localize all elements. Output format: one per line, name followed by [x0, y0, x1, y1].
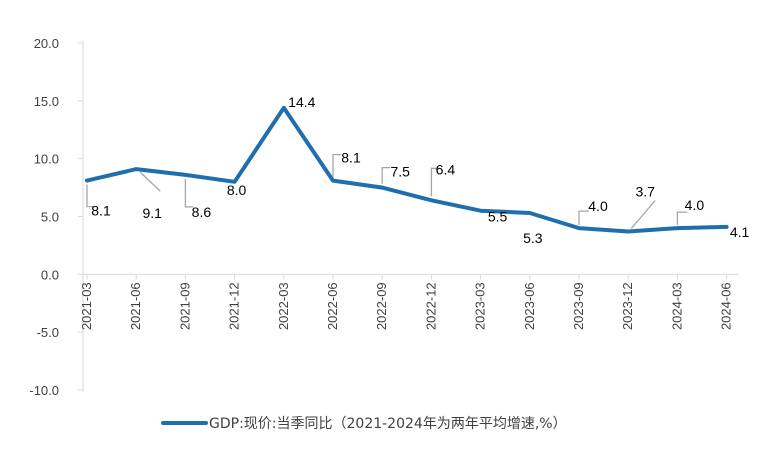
data-label-leader	[381, 166, 391, 184]
y-tick-label: 15.0	[34, 94, 59, 109]
data-label-leader	[578, 210, 589, 226]
y-tick-label: 10.0	[34, 152, 59, 167]
x-tick-label: 2022-12	[423, 282, 438, 330]
x-tick-label: 2021-06	[128, 282, 143, 330]
x-tick-label: 2023-06	[522, 282, 537, 330]
y-tick-label: 20.0	[34, 36, 59, 51]
series-layer	[85, 105, 729, 234]
y-tick-label: 0.0	[41, 267, 59, 282]
axes	[82, 41, 739, 392]
x-tick-label: 2021-03	[79, 282, 94, 330]
x-tick-label: 2023-12	[620, 282, 635, 330]
data-label-leader	[430, 167, 440, 197]
data-label-leader	[139, 171, 161, 192]
y-tick-label: -10.0	[29, 383, 59, 398]
data-label: 4.1	[730, 224, 750, 240]
data-label: 8.0	[227, 182, 247, 198]
x-tick-label: 2024-03	[669, 282, 684, 330]
label-leader-lines	[86, 153, 688, 229]
x-axis-ticks: 2021-03 2021-06 2021-09 2021-12 2022-03 2022-…	[79, 274, 734, 330]
y-axis-ticks: 20.0 15.0 10.0 5.0 0.0 -5.0 -10.0	[29, 36, 83, 398]
data-label: 6.4	[436, 161, 456, 177]
data-label-leader	[676, 211, 688, 226]
data-label: 8.6	[192, 204, 212, 220]
data-label-leader	[332, 153, 341, 177]
data-label: 3.7	[635, 184, 655, 200]
data-label: 7.5	[390, 164, 410, 180]
y-tick-label: -5.0	[37, 325, 59, 340]
x-tick-label: 2024-06	[719, 282, 734, 330]
data-label-leader	[184, 178, 194, 208]
data-label: 14.4	[288, 94, 315, 110]
data-label: 9.1	[142, 205, 162, 221]
data-label: 5.5	[488, 209, 508, 225]
x-tick-label: 2022-09	[374, 282, 389, 330]
x-tick-label: 2022-06	[325, 282, 340, 330]
x-tick-label: 2023-03	[473, 282, 488, 330]
legend: GDP:现价:当季同比（2021-2024年为两年平均增速,%）	[161, 416, 567, 432]
data-label: 4.0	[685, 197, 705, 213]
y-tick-label: 5.0	[41, 210, 59, 225]
data-label: 8.1	[91, 203, 111, 219]
data-label-leader	[630, 200, 656, 229]
x-tick-label: 2021-09	[177, 282, 192, 330]
x-tick-label: 2022-03	[276, 282, 291, 330]
x-tick-label: 2023-09	[571, 282, 586, 330]
data-label: 8.1	[341, 150, 361, 166]
series-line	[85, 105, 729, 234]
legend-label: GDP:现价:当季同比（2021-2024年为两年平均增速,%）	[209, 416, 567, 432]
data-label: 4.0	[588, 198, 608, 214]
data-label: 5.3	[523, 230, 543, 246]
data-label-leader	[86, 184, 95, 208]
x-tick-label: 2021-12	[227, 282, 242, 330]
data-labels: 8.1 9.1 8.6 8.0 14.4 8.1 7.5 6.4 5.5 5.3 4.0 3.7 4.0…	[91, 94, 749, 246]
